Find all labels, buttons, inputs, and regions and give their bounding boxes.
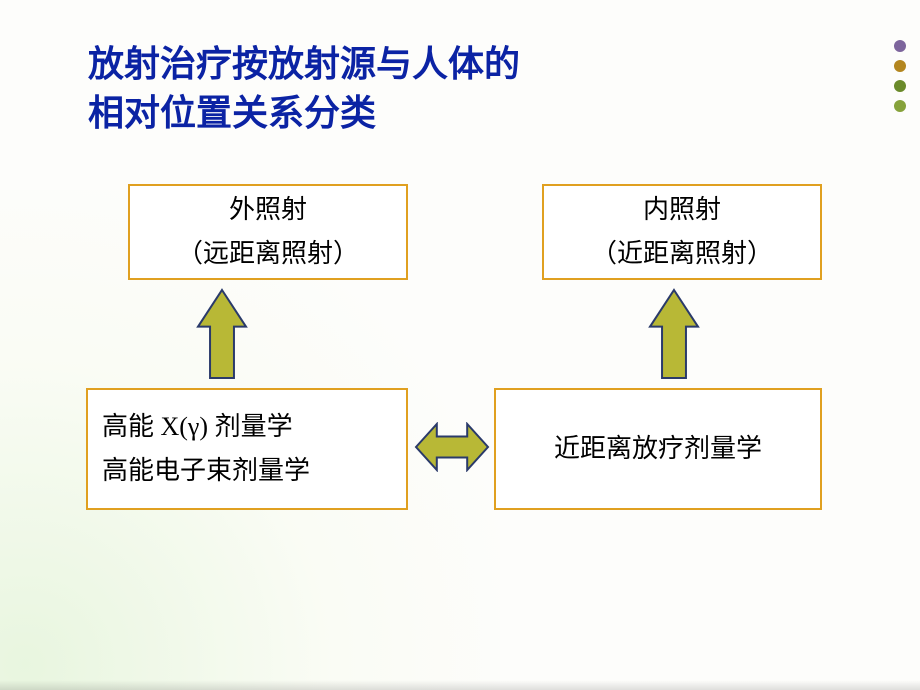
dot-icon [894,60,906,72]
page-title: 放射治疗按放射源与人体的 相对位置关系分类 [88,40,520,137]
box-high-energy-dosimetry: 高能 X(γ) 剂量学 高能电子束剂量学 [86,388,408,510]
arrow-up-icon [196,288,248,380]
box-text: 外照射 [130,188,406,232]
box-text: 高能电子束剂量学 [102,449,406,493]
box-text: （远距离照射） [130,232,406,276]
title-line-2: 相对位置关系分类 [88,89,520,138]
box-text: 内照射 [544,188,820,232]
box-text: 近距离放疗剂量学 [496,427,820,471]
dot-icon [894,100,906,112]
box-external-irradiation: 外照射 （远距离照射） [128,184,408,280]
arrow-up-icon [648,288,700,380]
box-text: 高能 X(γ) 剂量学 [102,405,406,449]
dot-icon [894,80,906,92]
box-internal-irradiation: 内照射 （近距离照射） [542,184,822,280]
title-line-1: 放射治疗按放射源与人体的 [88,40,520,89]
box-text: （近距离照射） [544,232,820,276]
arrow-bidirectional-icon [414,422,490,472]
bottom-shadow [0,680,920,690]
decorative-dots [894,40,906,112]
box-brachytherapy-dosimetry: 近距离放疗剂量学 [494,388,822,510]
dot-icon [894,40,906,52]
